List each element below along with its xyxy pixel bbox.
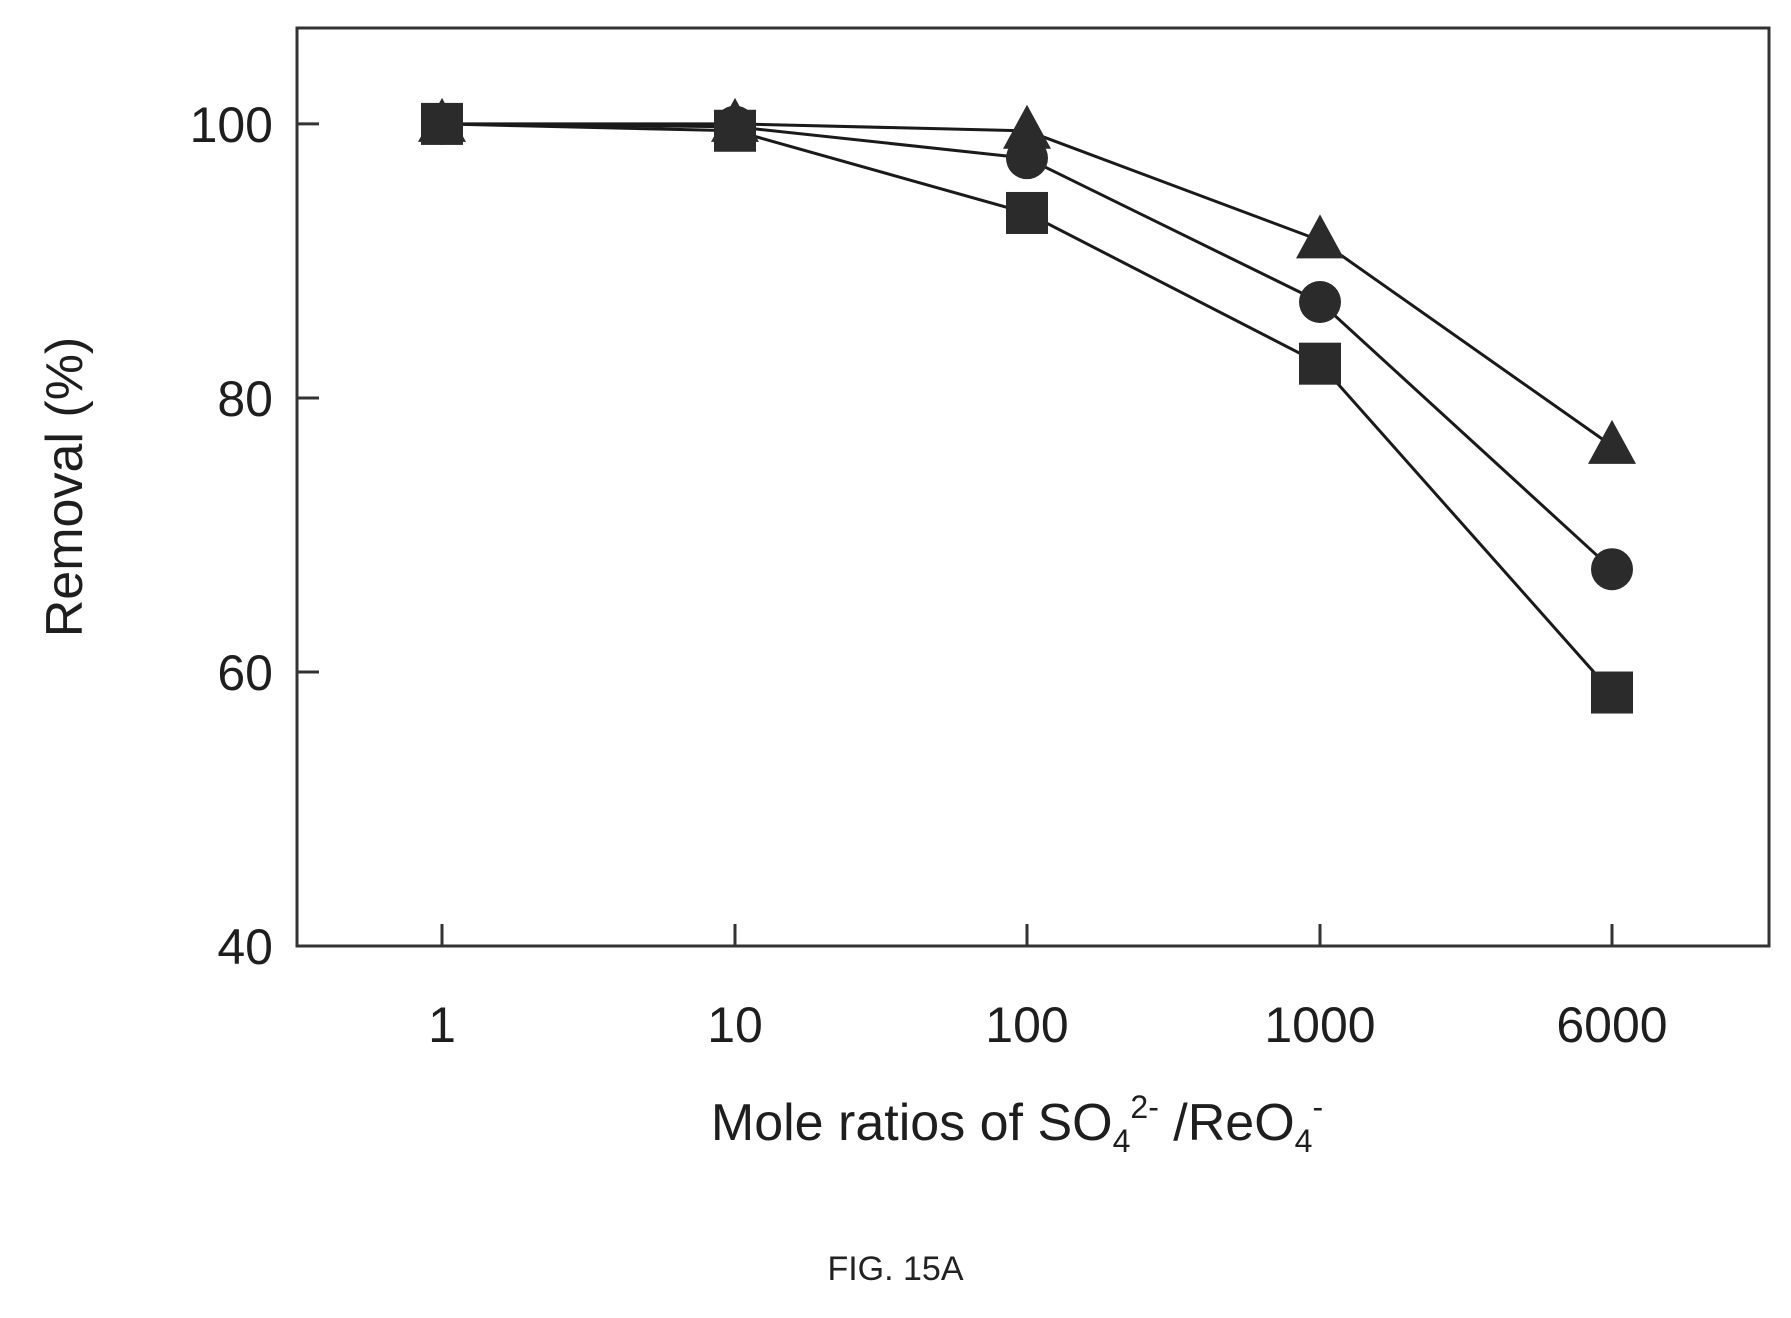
data-point-square-10	[714, 109, 756, 152]
x-axis-title-sub2: 4	[1295, 1123, 1313, 1159]
y-tick-labels: 40 60 80 100	[190, 97, 273, 975]
y-tick-label-80: 80	[217, 371, 273, 427]
x-axis-title-sub1: 4	[1113, 1123, 1131, 1159]
data-point-circle-100	[1006, 137, 1048, 180]
data-point-square-6000	[1591, 671, 1633, 714]
data-point-circle-1000	[1299, 281, 1341, 324]
data-point-square-100	[1006, 191, 1048, 234]
data-point-triangle-6000	[1588, 419, 1636, 464]
figure-caption: FIG. 15A	[827, 1250, 964, 1288]
x-tick-labels: 1 10 100 1000 6000	[428, 997, 1668, 1053]
x-tick-label-6000: 6000	[1556, 997, 1667, 1053]
x-axis-title-prefix: Mole ratios of SO	[711, 1094, 1113, 1152]
x-tick-label-10: 10	[707, 997, 763, 1053]
x-axis-title: Mole ratios of SO42- /ReO4-	[711, 1089, 1323, 1159]
x-tick-label-1: 1	[428, 997, 456, 1053]
y-tick-label-100: 100	[190, 97, 273, 153]
axis-ticks	[297, 122, 1614, 948]
x-tick-label-100: 100	[985, 997, 1068, 1053]
series-line-circle	[441, 122, 1614, 571]
x-tick-label-1000: 1000	[1264, 997, 1375, 1053]
x-axis-title-sup2: -	[1312, 1089, 1323, 1125]
x-axis-title-sup1: 2-	[1130, 1089, 1158, 1125]
data-point-circle-6000	[1591, 548, 1633, 591]
plot-frame	[295, 26, 1771, 948]
y-tick-label-40: 40	[217, 919, 273, 975]
series-markers	[418, 97, 1636, 714]
data-point-square-1000	[1299, 342, 1341, 385]
data-point-square-1	[421, 102, 463, 145]
data-point-triangle-1000	[1296, 214, 1344, 259]
data-point-triangle-100	[1003, 104, 1051, 149]
y-axis-title: Removal (%)	[36, 337, 94, 638]
x-axis-title-mid: /ReO	[1159, 1094, 1295, 1152]
y-tick-label-60: 60	[217, 645, 273, 701]
